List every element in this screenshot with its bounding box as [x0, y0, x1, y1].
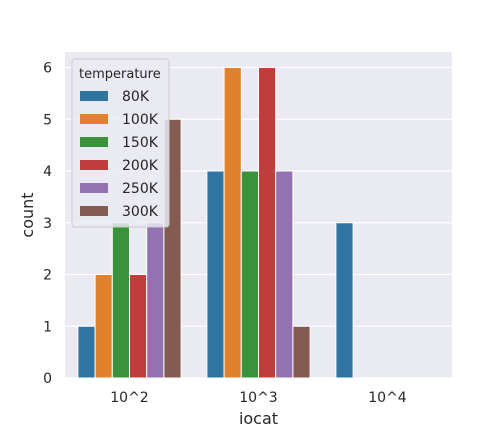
legend-entry: 150K — [122, 135, 159, 151]
x-tick-labels: 10^2 10^3 10^4 — [110, 390, 407, 406]
y-tick-label: 1 — [43, 319, 52, 335]
x-tick-label: 10^2 — [110, 390, 148, 406]
legend-swatch — [80, 114, 108, 124]
legend-entry: 300K — [122, 204, 159, 220]
bar — [206, 170, 225, 379]
legend-title: temperature — [79, 67, 161, 82]
bar — [223, 67, 242, 379]
bar — [94, 274, 113, 379]
bar — [146, 222, 165, 379]
legend-entry: 200K — [122, 158, 159, 174]
legend-swatch — [80, 206, 108, 216]
legend: temperature 80K 100K 150K 200K 250K 300K — [71, 58, 170, 228]
y-tick-label: 4 — [43, 164, 52, 180]
bar — [258, 67, 277, 379]
y-tick-label: 2 — [43, 268, 52, 284]
y-tick-label: 6 — [43, 61, 52, 77]
legend-entry: 250K — [122, 181, 159, 197]
legend-entry: 80K — [122, 89, 150, 105]
y-axis-label: count — [18, 192, 37, 237]
x-tick-label: 10^3 — [239, 390, 277, 406]
bar — [77, 325, 96, 379]
x-axis-label: iocat — [239, 409, 278, 428]
bar — [275, 170, 294, 379]
legend-swatch — [80, 137, 108, 147]
bar — [292, 325, 311, 379]
x-tick-label: 10^4 — [368, 390, 407, 406]
legend-entry: 100K — [122, 112, 159, 128]
y-tick-labels: 0 1 2 3 4 5 6 — [43, 61, 52, 387]
bars — [77, 67, 354, 379]
bar — [111, 222, 131, 379]
legend-swatch — [80, 160, 108, 170]
bar — [129, 274, 148, 379]
legend-swatch — [80, 183, 108, 193]
bar — [240, 170, 260, 379]
y-tick-label: 0 — [43, 371, 52, 387]
y-tick-label: 3 — [43, 216, 52, 232]
legend-swatch — [80, 91, 108, 101]
y-tick-label: 5 — [43, 112, 52, 128]
bar — [335, 222, 354, 379]
